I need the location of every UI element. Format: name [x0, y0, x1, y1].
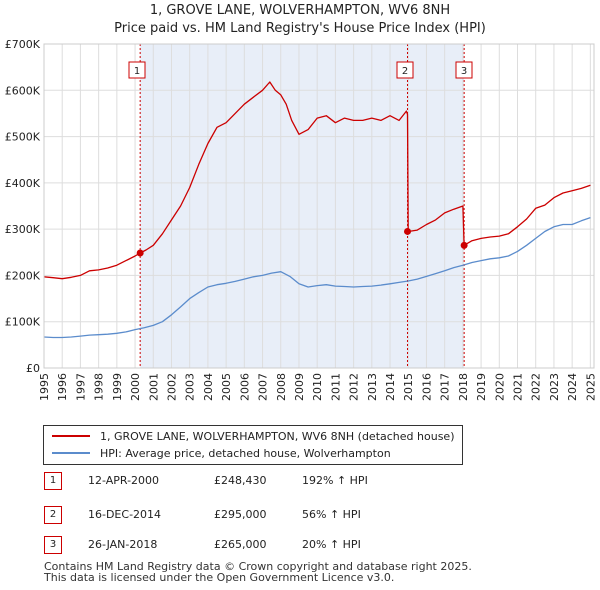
- x-tick-label: 1996: [56, 373, 69, 401]
- sale-row: 2 16-DEC-2014 £295,000 56% ↑ HPI: [44, 506, 444, 526]
- sale-date: 12-APR-2000: [88, 474, 160, 487]
- y-tick-label: £500K: [5, 131, 41, 144]
- footer: Contains HM Land Registry data © Crown c…: [44, 561, 472, 583]
- x-tick-label: 2002: [165, 373, 178, 401]
- x-tick-label: 2025: [584, 373, 597, 401]
- x-tick-label: 1998: [93, 373, 106, 401]
- sale-row: 1 12-APR-2000 £248,430 192% ↑ HPI: [44, 472, 444, 492]
- sale-marker-box: [128, 61, 146, 79]
- price-chart: 1 2 3 £0 £100K £200K £300K £400K £500K £600K £700…: [5, 38, 598, 401]
- sale-date: 16-DEC-2014: [88, 508, 162, 521]
- legend-swatch-hpi: [52, 452, 90, 454]
- x-tick-label: 2000: [129, 373, 142, 401]
- sale-marker-label: 3: [461, 66, 467, 77]
- x-tick-label: 2018: [457, 373, 470, 401]
- x-tick-label: 2020: [493, 373, 506, 401]
- y-tick-label: £0: [26, 362, 40, 375]
- x-tick-label: 1999: [111, 373, 124, 401]
- x-tick-label: 2019: [475, 373, 488, 401]
- sale-price: £265,000: [214, 538, 267, 551]
- x-tick-label: 2004: [202, 373, 215, 401]
- legend-label-property: 1, GROVE LANE, WOLVERHAMPTON, WV6 8NH (d…: [100, 429, 455, 443]
- hpi-line: [43, 216, 591, 339]
- sale-marker-box: [396, 61, 414, 79]
- chart-title: 1, GROVE LANE, WOLVERHAMPTON, WV6 8NH: [149, 3, 451, 18]
- chart-subtitle: Price paid vs. HM Land Registry's House …: [114, 21, 486, 36]
- x-tick-label: 2008: [275, 373, 288, 401]
- plot-area: [43, 43, 595, 369]
- sale-number-badge: 3: [44, 536, 62, 554]
- x-tick-label: 1995: [38, 373, 51, 401]
- x-tick-label: 2017: [439, 373, 452, 401]
- y-tick-label: £300K: [5, 223, 41, 236]
- x-tick-label: 2023: [548, 373, 561, 401]
- y-tick-label: £200K: [5, 269, 41, 282]
- sale-hpi-change: 20% ↑ HPI: [302, 538, 361, 551]
- legend-item-property: 1, GROVE LANE, WOLVERHAMPTON, WV6 8NH (d…: [52, 428, 454, 444]
- x-tick-label: 2021: [512, 373, 525, 401]
- sale-number-badge: 1: [44, 472, 62, 490]
- y-tick-label: £700K: [5, 38, 41, 51]
- legend-item-hpi: HPI: Average price, detached house, Wolv…: [52, 445, 391, 461]
- x-tick-label: 2022: [530, 373, 543, 401]
- x-tick-label: 2003: [184, 373, 197, 401]
- x-tick-label: 2016: [420, 373, 433, 401]
- legend: 1, GROVE LANE, WOLVERHAMPTON, WV6 8NH (d…: [43, 425, 463, 465]
- y-tick-label: £100K: [5, 316, 41, 329]
- sale-hpi-change: 56% ↑ HPI: [302, 508, 361, 521]
- x-tick-label: 2006: [238, 373, 251, 401]
- footer-copyright: Contains HM Land Registry data © Crown c…: [44, 560, 472, 573]
- x-tick-label: 2009: [293, 373, 306, 401]
- x-tick-label: 2014: [384, 373, 397, 401]
- legend-swatch-property: [52, 435, 90, 437]
- x-tick-label: 2007: [257, 373, 270, 401]
- y-tick-label: £400K: [5, 177, 41, 190]
- x-tick-label: 2001: [147, 373, 160, 401]
- footer-license: This data is licensed under the Open Gov…: [44, 571, 395, 584]
- x-tick-label: 2005: [220, 373, 233, 401]
- sale-point: [404, 227, 412, 235]
- y-tick-label: £600K: [5, 84, 41, 97]
- sale-point: [136, 249, 144, 257]
- x-tick-label: 2011: [329, 373, 342, 401]
- sale-date: 26-JAN-2018: [88, 538, 158, 551]
- sale-marker-box: [455, 61, 473, 79]
- x-tick-label: 2015: [402, 373, 415, 401]
- sale-price: £295,000: [214, 508, 267, 521]
- x-tick-label: 2012: [348, 373, 361, 401]
- x-tick-label: 1997: [74, 373, 87, 401]
- sale-marker-label: 2: [402, 66, 408, 77]
- sale-hpi-change: 192% ↑ HPI: [302, 474, 368, 487]
- sale-point: [460, 241, 468, 249]
- legend-label-hpi: HPI: Average price, detached house, Wolv…: [100, 446, 391, 460]
- sale-row: 3 26-JAN-2018 £265,000 20% ↑ HPI: [44, 536, 444, 556]
- sale-marker-label: 1: [134, 66, 140, 77]
- x-tick-label: 2013: [366, 373, 379, 401]
- x-tick-label: 2010: [311, 373, 324, 401]
- sale-price: £248,430: [214, 474, 267, 487]
- x-tick-label: 2024: [566, 373, 579, 401]
- ownership-shade: [140, 44, 465, 368]
- sale-number-badge: 2: [44, 506, 62, 524]
